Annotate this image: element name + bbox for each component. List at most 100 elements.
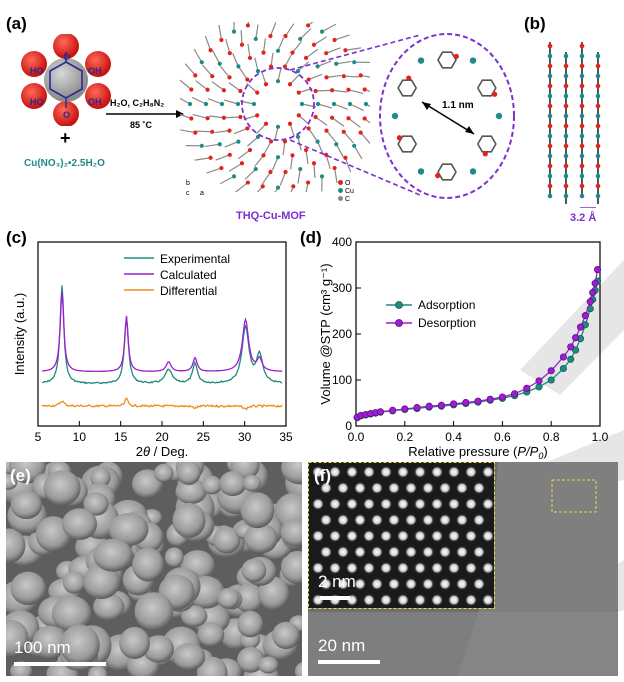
tem-lattice-dot xyxy=(405,546,417,558)
sem-particle xyxy=(272,621,300,650)
tem-lattice-dot xyxy=(414,466,426,478)
mof-bond xyxy=(239,67,248,80)
xrd-differential-line xyxy=(41,397,283,411)
mof-name-label: THQ-Cu-MOF xyxy=(236,210,306,222)
sem-particle xyxy=(257,576,290,611)
mof-atom xyxy=(227,51,232,56)
tem-lattice-dot xyxy=(482,466,494,478)
layer-atom xyxy=(563,63,569,69)
mof-atom xyxy=(275,185,281,190)
sem-scale-label: 100 nm xyxy=(14,638,71,657)
tem-lattice-dot xyxy=(465,466,477,478)
isotherm-desorption-point xyxy=(523,384,531,392)
mof-bond xyxy=(235,182,249,192)
legend-cu: Cu xyxy=(344,188,354,195)
xrd-ylabel: Intensity (a.u.) xyxy=(12,293,27,375)
mof-atom xyxy=(329,88,335,93)
mof-atom xyxy=(268,169,273,175)
tem-lattice-dot xyxy=(363,530,375,542)
sem-particle xyxy=(237,646,265,673)
tem-lattice-dot xyxy=(337,578,349,590)
sem-particle xyxy=(83,564,121,599)
mof-atom xyxy=(319,174,325,179)
mof-bond xyxy=(284,54,293,67)
sem-particle xyxy=(93,593,125,621)
tem-lattice-dot xyxy=(414,530,426,542)
layer-atom xyxy=(595,183,601,189)
isotherm-desorption-point xyxy=(413,404,421,412)
sem-particle xyxy=(51,595,92,632)
sem-particle xyxy=(134,592,174,631)
tem-lattice-dot xyxy=(354,514,366,526)
isotherm-desorption-point xyxy=(425,402,433,410)
layer-atom xyxy=(579,143,585,149)
sem-particle xyxy=(219,471,247,497)
sem-particle xyxy=(180,605,208,627)
tem-lattice-dot xyxy=(320,578,332,590)
mof-atom xyxy=(275,155,281,160)
tem-lattice-dot xyxy=(456,514,468,526)
mof-atom xyxy=(268,139,274,144)
tem-lattice-dot xyxy=(456,578,468,590)
mof-atom xyxy=(290,50,295,55)
ligand-oh-4: OH xyxy=(88,97,102,107)
layer-atom xyxy=(563,123,569,129)
tem-lattice-dot xyxy=(320,482,332,494)
mof-atom xyxy=(347,101,353,107)
mof-bond xyxy=(297,61,310,72)
tem-lattice-dot xyxy=(431,466,443,478)
mof-bond xyxy=(285,23,295,37)
mof-bond xyxy=(247,22,250,26)
mof-framework-structure xyxy=(180,22,370,192)
sem-particle xyxy=(280,519,302,547)
mof-atom xyxy=(199,60,204,65)
isotherm-ytick-label: 400 xyxy=(332,236,352,249)
mof-bond xyxy=(343,131,354,144)
tem-lattice-dot xyxy=(448,466,460,478)
mof-atom xyxy=(236,139,241,144)
tem-lattice-dot xyxy=(346,466,358,478)
tem-lattice-dot xyxy=(405,514,417,526)
tem-lattice-dot xyxy=(473,578,485,590)
layer-atom xyxy=(579,53,585,59)
mof-bond xyxy=(315,116,328,126)
isotherm-desorption-point xyxy=(437,401,445,409)
layer-atom xyxy=(595,123,601,129)
mof-atom xyxy=(219,37,224,43)
tem-lattice-dot xyxy=(329,530,341,542)
mof-atom xyxy=(238,114,243,120)
sem-particle xyxy=(244,523,278,554)
layer-atom xyxy=(579,113,585,119)
mof-bond xyxy=(262,38,266,53)
mof-atom xyxy=(210,129,215,134)
mof-atom xyxy=(231,29,237,34)
mof-bond xyxy=(317,141,324,155)
mof-atom xyxy=(296,113,301,118)
mof-atom xyxy=(331,101,337,107)
mof-bond xyxy=(261,71,267,85)
mof-atom xyxy=(221,115,227,120)
mof-atom xyxy=(305,180,311,185)
layer-atom xyxy=(563,53,569,59)
mof-bond xyxy=(297,168,301,184)
reaction-conditions-top: H₂O, C₂H₈N₂ xyxy=(110,98,165,108)
tem-lattice-dot xyxy=(465,498,477,510)
pore-oxygen-atom xyxy=(435,173,441,179)
isotherm-desorption-line xyxy=(356,269,599,418)
atom-legend: O Cu C xyxy=(338,180,354,204)
sem-scale-bar xyxy=(14,662,106,666)
mof-atom xyxy=(255,68,261,74)
sem-particle xyxy=(173,643,206,671)
tem-lattice-dot xyxy=(414,562,426,574)
mof-atom xyxy=(268,33,273,39)
tem-lattice-dot xyxy=(320,546,332,558)
tem-lattice-dot xyxy=(312,530,324,542)
mof-atom xyxy=(199,143,204,148)
panel-a-label: (a) xyxy=(6,14,27,33)
mof-bond xyxy=(256,185,264,192)
mof-atom xyxy=(346,116,351,121)
mof-atom xyxy=(247,55,253,61)
mof-bond xyxy=(277,67,282,82)
layer-atom xyxy=(595,63,601,69)
mof-bond xyxy=(225,116,241,119)
